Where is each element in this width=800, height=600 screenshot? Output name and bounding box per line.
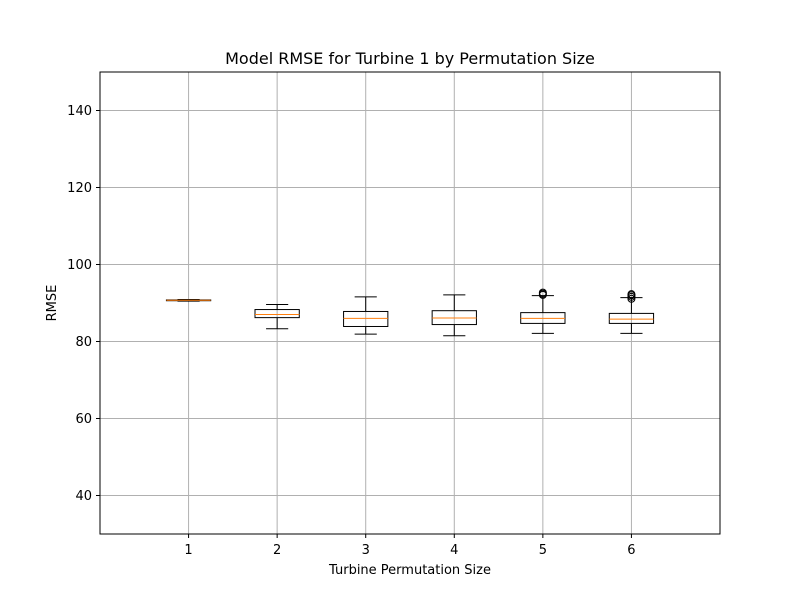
box-group: [520, 288, 566, 334]
x-tick-label: 4: [450, 543, 458, 558]
y-tick-label: 100: [67, 258, 92, 273]
x-axis-ticks: 1 2 3 4 5 6: [184, 534, 636, 558]
x-tick-label: 2: [273, 543, 281, 558]
y-tick-label: 120: [67, 181, 92, 196]
y-tick-label: 80: [75, 335, 92, 350]
chart-title: Model RMSE for Turbine 1 by Permutation …: [225, 49, 595, 68]
x-tick-label: 3: [362, 543, 370, 558]
box-group: [608, 290, 655, 334]
y-axis-label: RMSE: [45, 285, 60, 322]
box-group: [165, 299, 212, 302]
box-group: [431, 294, 477, 337]
iqr-box: [254, 309, 300, 319]
box-group: [254, 304, 300, 330]
plot-area-frame: [99, 71, 721, 535]
y-tick-label: 140: [67, 104, 92, 119]
iqr-box: [343, 310, 389, 327]
iqr-box: [608, 312, 655, 324]
box-group: [343, 296, 389, 335]
x-tick-label: 1: [184, 543, 192, 558]
x-tick-label: 5: [539, 543, 547, 558]
box-plot-series: [165, 288, 655, 337]
y-axis-ticks: 40 60 80 100 120 140: [67, 104, 100, 504]
x-axis-label: Turbine Permutation Size: [328, 563, 491, 578]
y-tick-label: 40: [75, 489, 92, 504]
x-tick-label: 6: [627, 543, 635, 558]
grid-lines: [100, 72, 720, 534]
outlier-point: [627, 290, 636, 299]
outlier-point: [538, 288, 547, 297]
y-tick-label: 60: [75, 412, 92, 427]
